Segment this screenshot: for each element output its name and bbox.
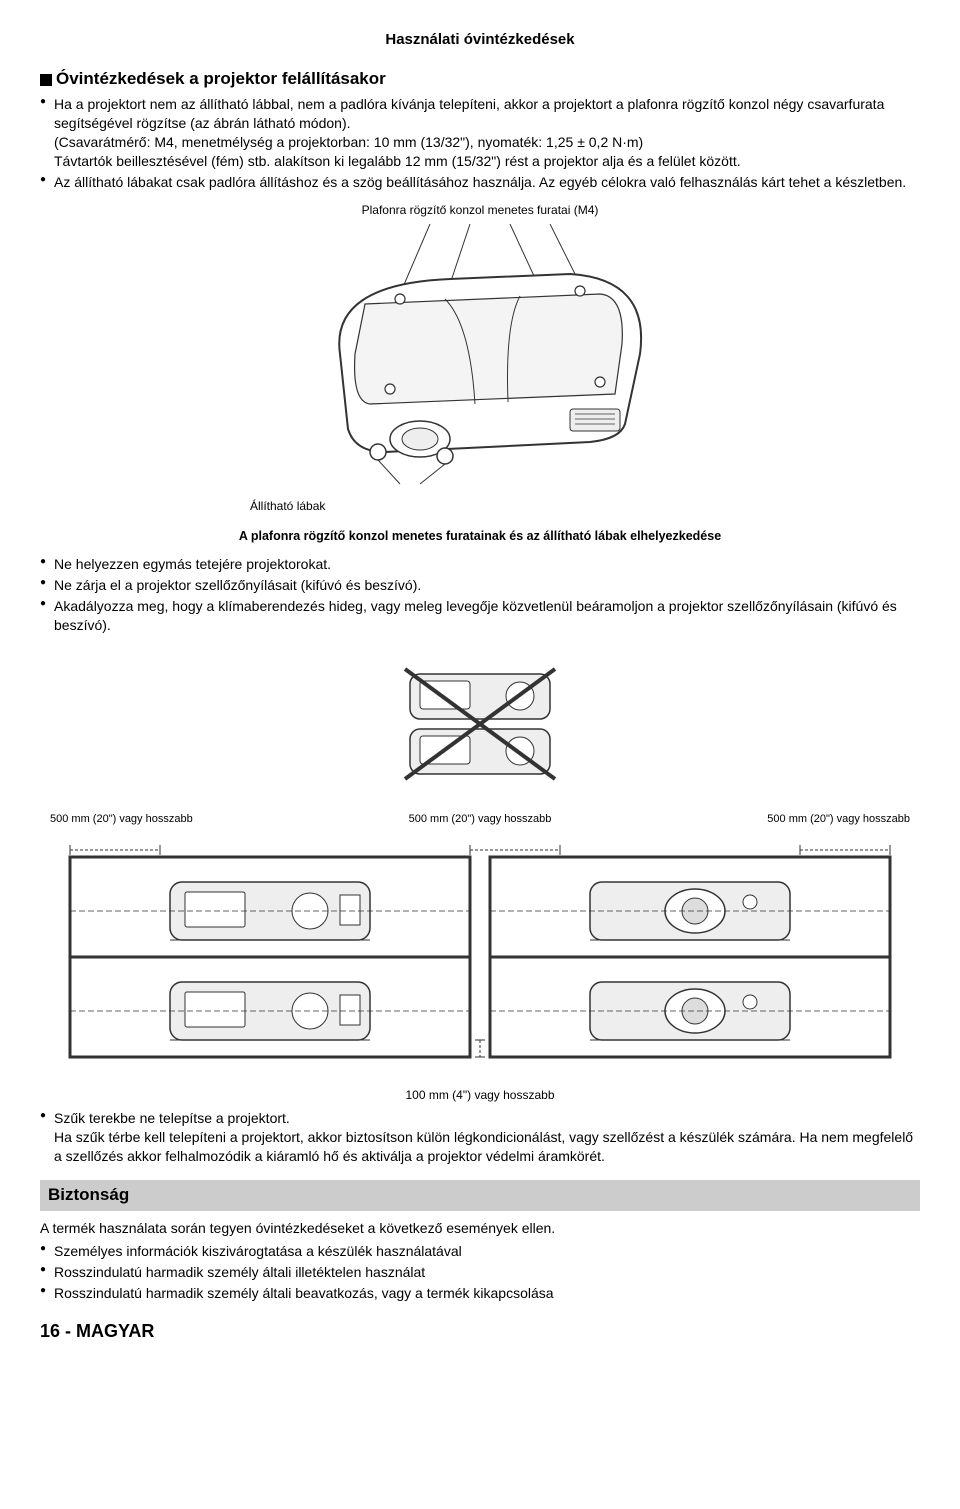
subtext: (Csavarátmérő: M4, menetmélység a projek… [54,133,920,152]
clearance-center: 500 mm (20") vagy hosszabb [409,812,552,827]
security-intro: A termék használata során tegyen óvintéz… [40,1219,920,1238]
subtext: Távtartók beillesztésével (fém) stb. ala… [54,152,920,171]
section-title-setup: Óvintézkedések a projektor felállításako… [40,68,920,91]
page-number: 16 - MAGYAR [40,1319,920,1343]
section-header: Használati óvintézkedések [40,30,920,50]
square-bullet-icon [40,74,52,86]
bullet-list-3: Szűk terekbe ne telepítse a projektort. … [40,1109,920,1166]
figure-projector-holes: Plafonra rögzítő konzol menetes furatai … [40,202,920,514]
bullet-text: Szűk terekbe ne telepítse a projektort. [54,1110,290,1126]
figure-clearance [40,837,920,1077]
figure-caption: A plafonra rögzítő konzol menetes furata… [40,528,920,545]
bullet-item: Ne helyezzen egymás tetejére projektorok… [40,555,920,574]
figure-top-label: Plafonra rögzítő konzol menetes furatai … [40,202,920,218]
clearance-labels-row: 500 mm (20") vagy hosszabb 500 mm (20") … [40,812,920,827]
bullet-text: Ha a projektort nem az állítható lábbal,… [54,96,884,131]
clearance-bottom-label: 100 mm (4") vagy hosszabb [40,1087,920,1103]
stacked-svg [380,644,580,794]
clearance-left: 500 mm (20") vagy hosszabb [50,812,193,827]
subtext: Ha szűk térbe kell telepíteni a projekto… [54,1128,920,1166]
figure-stacked-x [40,644,920,794]
bullet-item: Rosszindulatú harmadik személy általi be… [40,1284,920,1303]
bullet-item: Az állítható lábakat csak padlóra állítá… [40,173,920,192]
section-title-text: Óvintézkedések a projektor felállításako… [56,69,386,88]
bullet-list-security: Személyes információk kiszivárogtatása a… [40,1242,920,1303]
bullet-item: Ne zárja el a projektor szellőzőnyílásai… [40,576,920,595]
bullet-item: Akadályozza meg, hogy a klímaberendezés … [40,597,920,635]
bullet-item: Személyes információk kiszivárogtatása a… [40,1242,920,1261]
bullet-item: Szűk terekbe ne telepítse a projektort. … [40,1109,920,1166]
bullet-list-2: Ne helyezzen egymás tetejére projektorok… [40,555,920,635]
section-security-title: Biztonság [40,1180,920,1211]
clearance-right: 500 mm (20") vagy hosszabb [767,812,910,827]
clearance-svg [50,837,910,1077]
bullet-item: Rosszindulatú harmadik személy általi il… [40,1263,920,1282]
projector-svg [270,224,690,494]
figure-feet-label: Állítható lábak [250,498,920,514]
bullet-item: Ha a projektort nem az állítható lábbal,… [40,95,920,171]
bullet-list-1: Ha a projektort nem az állítható lábbal,… [40,95,920,191]
